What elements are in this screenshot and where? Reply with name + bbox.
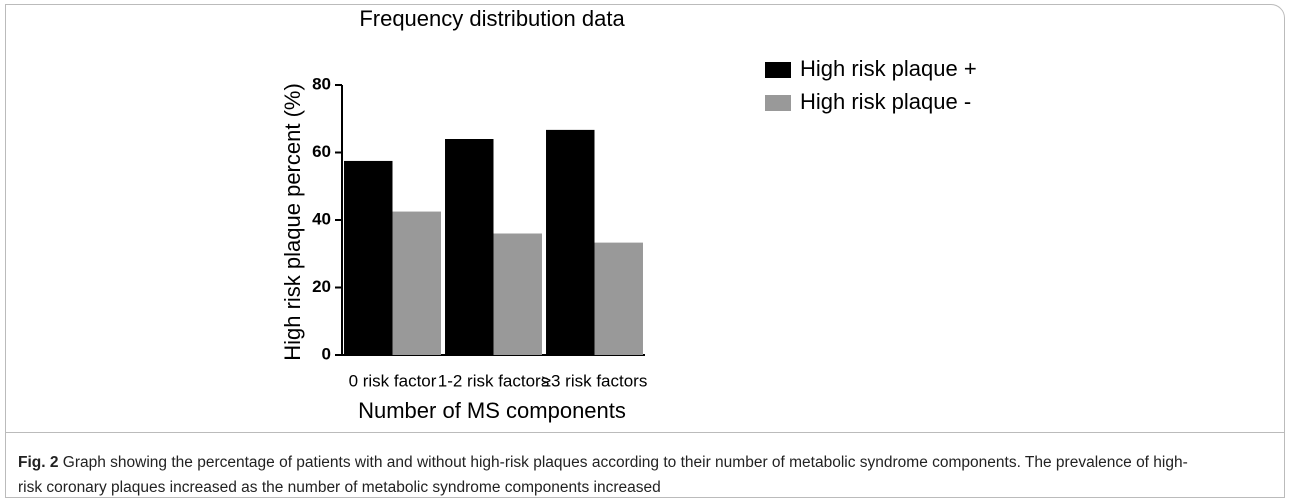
y-tick-label: 20 (312, 277, 331, 296)
y-axis-label: High risk plaque percent (%) (280, 83, 305, 361)
bar (445, 139, 494, 355)
bar (546, 129, 595, 355)
legend-label: High risk plaque + (800, 56, 977, 81)
y-tick-label: 0 (322, 344, 331, 363)
legend-swatch (765, 62, 791, 78)
caption-text: Graph showing the percentage of patients… (18, 454, 1188, 496)
legend-swatch (765, 95, 791, 111)
divider (5, 432, 1285, 433)
chart-title: Frequency distribution data (359, 6, 625, 31)
y-tick-label: 80 (312, 74, 331, 93)
y-tick-label: 60 (312, 142, 331, 161)
caption-label: Fig. 2 (18, 454, 59, 471)
x-tick-label: ≥3 risk factors (542, 371, 648, 390)
legend-label: High risk plaque - (800, 89, 971, 114)
y-tick-label: 40 (312, 209, 331, 228)
figure-frame (5, 4, 1285, 498)
bar (344, 160, 393, 355)
chart: Frequency distribution data Number of MS… (280, 6, 977, 423)
caption: Fig. 2 Graph showing the percentage of p… (18, 450, 1193, 500)
bar (594, 242, 643, 355)
bar (493, 233, 542, 355)
x-axis-label: Number of MS components (358, 398, 626, 423)
bar (392, 211, 441, 355)
x-tick-label: 1-2 risk factors (438, 371, 549, 390)
x-tick-label: 0 risk factor (349, 371, 437, 390)
